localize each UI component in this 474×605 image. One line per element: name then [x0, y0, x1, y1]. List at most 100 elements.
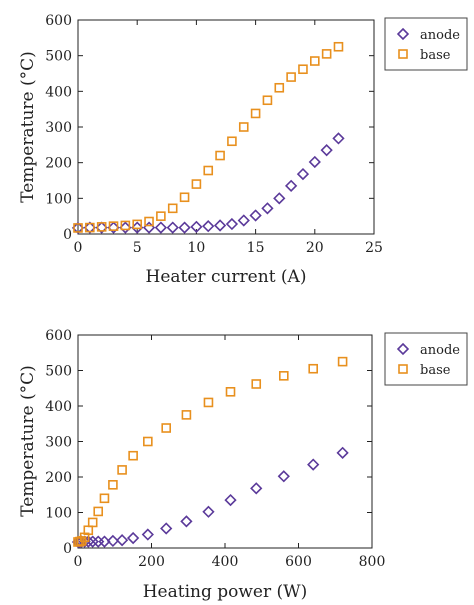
point-base	[161, 423, 171, 433]
point-base	[85, 222, 95, 233]
point-base	[144, 216, 154, 227]
point-base	[274, 82, 285, 93]
point-base	[179, 192, 190, 203]
point-base	[167, 203, 178, 214]
point-base	[333, 41, 344, 52]
point-anode	[249, 209, 262, 222]
legend: anode base	[384, 17, 468, 71]
x-axis-label: Heater current (A)	[146, 267, 307, 287]
point-base	[286, 72, 296, 82]
legend-marker-anode	[396, 342, 410, 356]
point-base	[203, 397, 214, 408]
point-base	[308, 363, 319, 374]
x-tick-label: 800	[359, 554, 386, 570]
tick-group: 0 5 10 15 20 25 0 100 200 300 400 500 600	[45, 13, 383, 256]
chart-heating-power: 0 200 400 600 800 0 100 200 300 400 500 600 Heating…	[18, 328, 468, 602]
point-anode	[180, 515, 193, 528]
marks-group	[71, 356, 349, 549]
marks-group	[71, 41, 345, 235]
x-tick-label: 10	[187, 240, 205, 256]
point-base	[108, 480, 118, 490]
plot-frame	[77, 334, 373, 549]
point-base	[99, 493, 110, 504]
point-base	[238, 122, 249, 132]
point-anode	[307, 458, 320, 471]
x-tick-label: 20	[306, 240, 324, 256]
point-anode	[277, 470, 290, 483]
legend-label-anode: anode	[420, 343, 460, 358]
point-anode	[224, 493, 237, 507]
point-anode	[332, 132, 345, 145]
point-anode	[225, 217, 239, 231]
point-base	[128, 450, 138, 461]
tick-group: 0 200 400 600 800 0 100 200 300 400 500 600	[45, 328, 385, 570]
y-tick-label: 300	[45, 435, 72, 451]
y-tick-label: 100	[45, 506, 72, 522]
legend-marker-base	[398, 364, 408, 374]
legend-marker-anode	[396, 27, 410, 41]
legend-symbol-base	[398, 49, 408, 59]
legend-label-anode: anode	[420, 28, 460, 43]
y-tick-label: 0	[63, 541, 72, 557]
point-anode	[202, 220, 215, 233]
point-base	[225, 386, 236, 397]
point-base	[298, 64, 308, 75]
point-anode	[250, 482, 263, 495]
point-base	[108, 221, 119, 231]
point-base	[262, 95, 273, 106]
x-tick-label: 5	[133, 240, 142, 256]
point-anode	[213, 219, 227, 232]
point-base	[143, 436, 153, 447]
point-base	[215, 150, 225, 161]
point-base	[191, 179, 202, 189]
point-anode	[273, 192, 286, 205]
y-tick-label: 600	[45, 328, 72, 344]
point-anode	[284, 179, 298, 192]
y-axis-label: Temperature (°C)	[18, 365, 38, 517]
legend-symbol-base	[398, 364, 408, 374]
y-tick-label: 500	[45, 49, 72, 65]
y-tick-label: 500	[45, 364, 72, 380]
point-base	[120, 220, 131, 231]
point-anode	[154, 221, 168, 234]
point-base	[156, 211, 166, 221]
x-tick-label: 15	[247, 240, 265, 256]
legend-label-base: base	[420, 363, 451, 378]
y-tick-label: 0	[63, 227, 72, 243]
point-base	[227, 136, 237, 147]
point-base	[181, 410, 192, 420]
point-anode	[308, 155, 321, 169]
y-tick-label: 100	[45, 191, 72, 207]
point-base	[132, 219, 142, 230]
legend-box	[384, 17, 468, 71]
point-anode	[115, 534, 129, 547]
point-anode	[237, 214, 250, 227]
y-tick-label: 600	[45, 13, 72, 29]
y-axis-label: Temperature (°C)	[18, 51, 38, 203]
point-base	[93, 506, 104, 517]
point-anode	[166, 221, 179, 234]
x-tick-label: 600	[285, 554, 312, 570]
point-base	[87, 517, 98, 528]
plot-frame	[77, 19, 375, 235]
y-tick-label: 400	[45, 399, 72, 415]
chart-heater-current: 0 5 10 15 20 25 0 100 200 300 400 500 600 Heater cur…	[18, 13, 468, 287]
point-base	[73, 223, 83, 233]
x-axis-label: Heating power (W)	[143, 582, 308, 602]
point-anode	[190, 220, 203, 233]
x-tick-label: 0	[74, 554, 83, 570]
point-anode	[126, 531, 140, 545]
y-tick-label: 300	[45, 120, 72, 136]
point-base	[96, 222, 107, 232]
point-base	[117, 465, 127, 475]
point-anode	[178, 221, 191, 234]
point-base	[321, 49, 332, 59]
point-anode	[320, 144, 333, 157]
point-base	[309, 56, 320, 66]
point-anode	[141, 528, 154, 541]
y-tick-label: 200	[45, 156, 72, 172]
y-tick-label: 200	[45, 470, 72, 486]
x-tick-label: 25	[365, 240, 383, 256]
legend-box	[384, 332, 468, 386]
